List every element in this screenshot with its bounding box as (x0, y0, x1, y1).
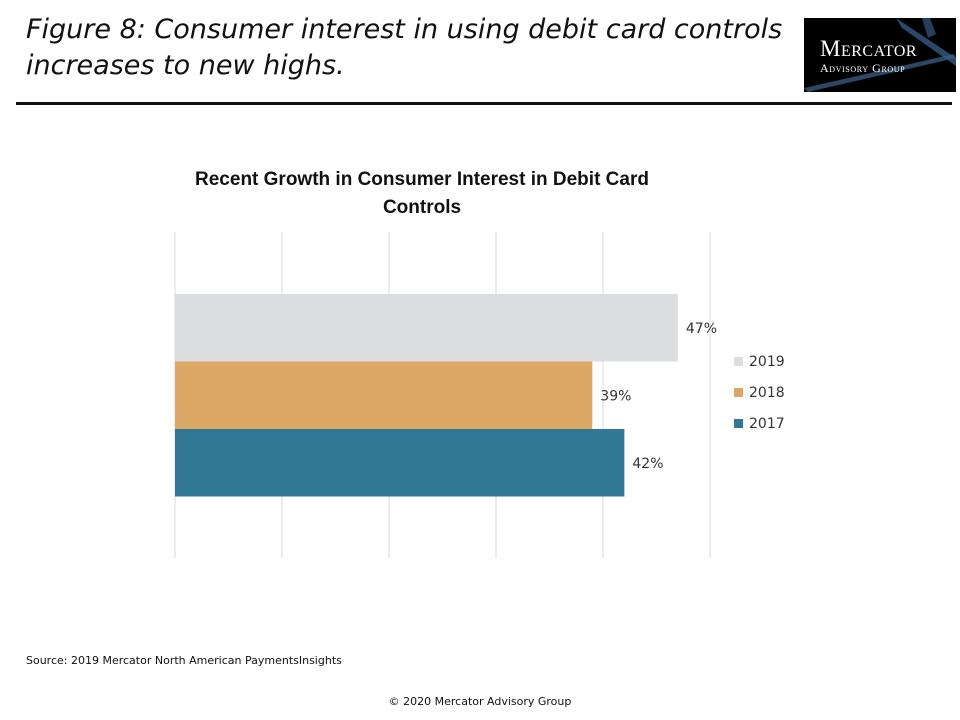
data-label-2017: 42% (632, 456, 663, 472)
bar-2018 (175, 361, 593, 429)
legend-swatch-2018 (734, 388, 743, 397)
legend-label-2019: 2019 (749, 354, 785, 370)
source-note: Source: 2019 Mercator North American Pay… (26, 654, 342, 667)
logo-swoosh-icon (804, 18, 956, 92)
mercator-logo: Mercator Advisory Group (804, 18, 956, 92)
logo-wordmark: Mercator (820, 36, 918, 61)
data-label-2018: 39% (600, 388, 631, 404)
bar-2017 (175, 429, 625, 497)
legend-label-2018: 2018 (749, 385, 785, 401)
logo-subtitle: Advisory Group (820, 61, 906, 75)
legend-label-2017: 2017 (749, 416, 785, 432)
chart-title: Recent Growth in Consumer Interest in De… (195, 169, 649, 218)
legend-swatch-2019 (734, 357, 743, 366)
title-divider (16, 102, 952, 105)
bar-2019 (175, 294, 678, 362)
copyright-note: © 2020 Mercator Advisory Group (388, 695, 572, 708)
data-label-2019: 47% (686, 321, 717, 337)
figure-title: Figure 8: Consumer interest in using deb… (26, 14, 783, 81)
legend-swatch-2017 (734, 419, 743, 428)
